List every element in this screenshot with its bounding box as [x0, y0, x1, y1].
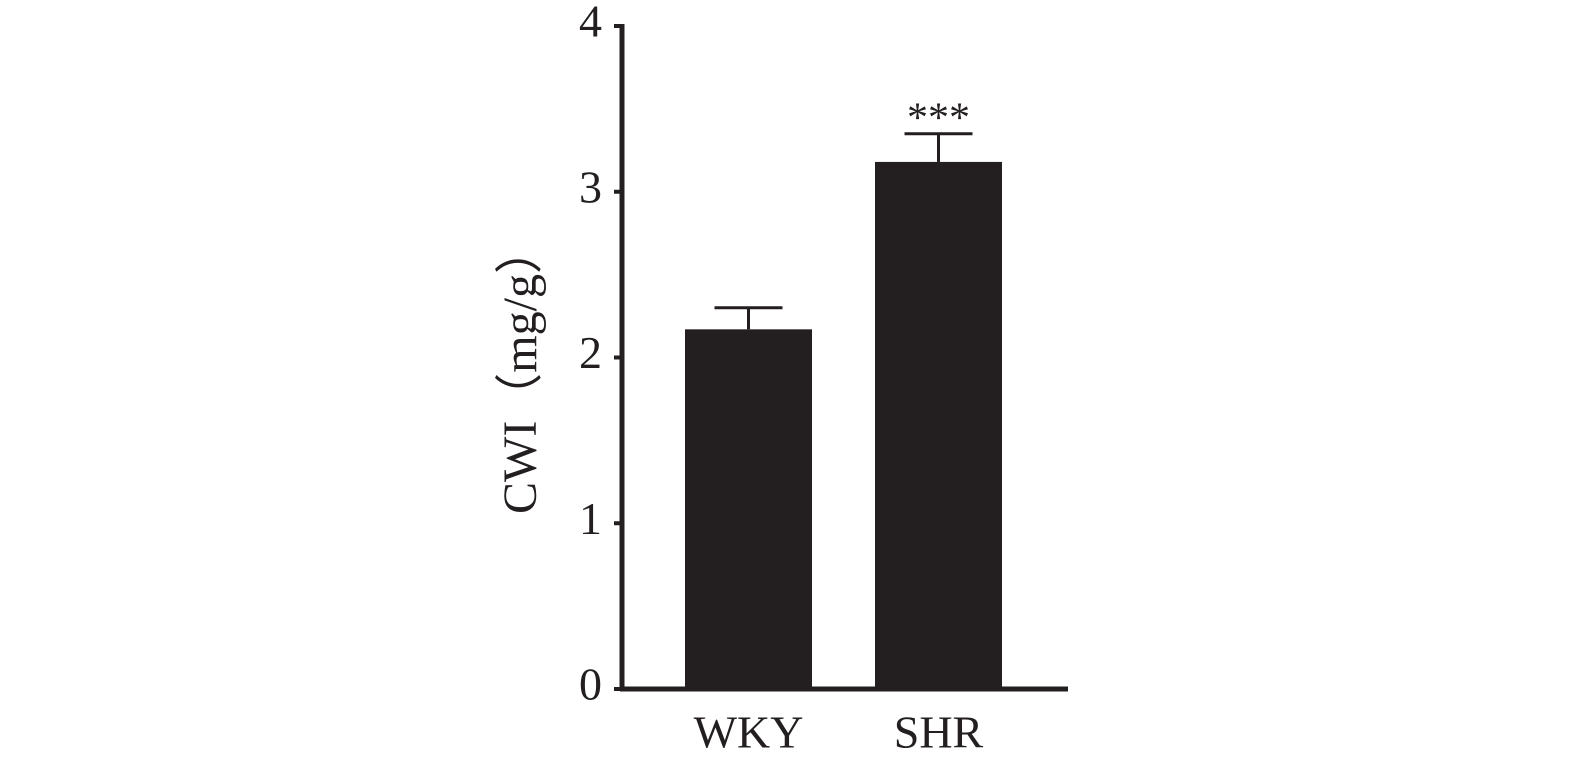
- y-tick-label: 2: [579, 327, 602, 378]
- bar: [875, 161, 1002, 690]
- x-tick-label: SHR: [894, 707, 984, 758]
- bar: [685, 329, 812, 689]
- y-tick-label: 4: [579, 0, 602, 47]
- y-tick-label: 3: [579, 161, 602, 212]
- y-tick-label: 0: [579, 659, 602, 710]
- significance-label: ***: [907, 95, 970, 141]
- x-tick-label: WKY: [694, 707, 804, 758]
- y-axis-label: CWI（mg/g）: [494, 226, 547, 514]
- y-tick-label: 1: [579, 493, 602, 544]
